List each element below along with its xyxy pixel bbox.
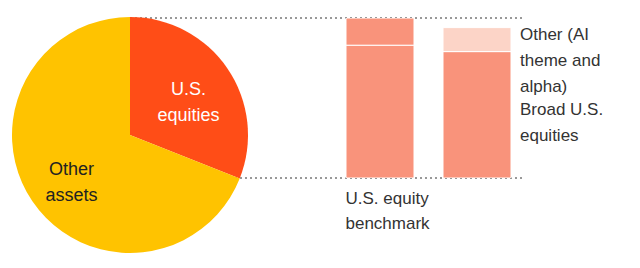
- svg-text:Otherassets: Otherassets: [45, 159, 97, 205]
- svg-text:U.S. equitybenchmark: U.S. equitybenchmark: [346, 189, 431, 233]
- svg-text:U.S.equities: U.S.equities: [158, 79, 220, 125]
- svg-text:Broad U.S.equities: Broad U.S.equities: [520, 100, 603, 145]
- svg-text:Other (AItheme andalpha): Other (AItheme andalpha): [520, 25, 600, 96]
